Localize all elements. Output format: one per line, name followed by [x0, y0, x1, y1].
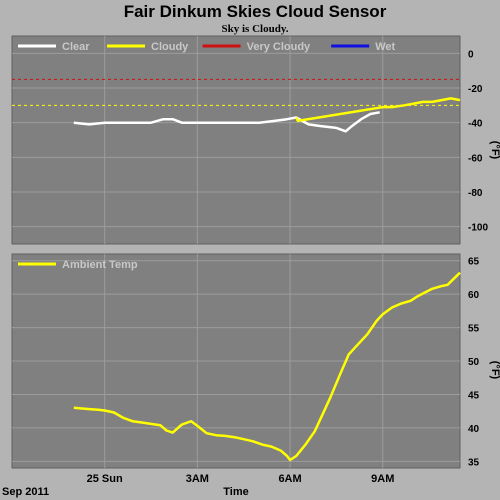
ambient-y-tick-label: 50 — [468, 357, 480, 368]
ambient-series-line-ambient-temp — [73, 271, 461, 462]
sky-temperature-grid — [12, 36, 460, 244]
sky-series-line-clear — [73, 111, 380, 133]
page-title: Fair Dinkum Skies Cloud Sensor — [124, 2, 387, 21]
ambient-temperature-y-axis-label: (°F) — [489, 361, 500, 380]
sky-temperature-plot-area — [11, 35, 461, 245]
sky-temperature-y-ticks: 0 -20 -40 -60 -80 -100 — [468, 49, 488, 233]
sky-y-tick-label: -20 — [468, 84, 483, 95]
sky-temperature-series — [73, 97, 461, 133]
ambient-legend-label: Ambient Temp — [62, 259, 138, 271]
sky-legend-label: Wet — [375, 41, 395, 53]
sky-y-tick-label: -80 — [468, 188, 483, 199]
ambient-y-tick-label: 60 — [468, 290, 480, 301]
time-axis-ticks: 25 Sun 3AM 6AM 9AM — [87, 473, 395, 485]
sky-threshold-lines — [12, 78, 460, 106]
ambient-temperature-grid — [12, 254, 460, 468]
sky-legend-label: Very Cloudy — [247, 41, 311, 53]
ambient-y-tick-label: 55 — [468, 324, 480, 335]
x-tick-label: 25 Sun — [87, 473, 123, 485]
sky-temperature-panel: Clear Cloudy Very Cloudy Wet 0 -20 -40 -60 -80 -… — [11, 35, 500, 245]
ambient-y-tick-label: 45 — [468, 390, 480, 401]
date-label: Sep 2011 — [2, 486, 49, 498]
page-subtitle: Sky is Cloudy. — [222, 23, 289, 35]
sky-temperature-y-axis-label: (°F) — [489, 141, 500, 160]
x-tick-label: 6AM — [278, 473, 301, 485]
x-axis-label: Time — [223, 486, 248, 498]
sky-series-line-cloudy — [295, 97, 461, 123]
x-tick-label: 3AM — [186, 473, 209, 485]
ambient-y-tick-label: 35 — [468, 457, 480, 468]
ambient-temperature-y-ticks: 35 40 45 50 55 60 65 — [468, 257, 480, 469]
ambient-temperature-panel: Ambient Temp 35 40 45 50 55 60 65 (°F) — [11, 253, 500, 469]
x-tick-label: 9AM — [371, 473, 394, 485]
sky-y-tick-label: -100 — [468, 223, 488, 234]
sky-y-tick-label: -60 — [468, 153, 483, 164]
ambient-temperature-legend: Ambient Temp — [18, 259, 138, 271]
ambient-y-tick-label: 40 — [468, 424, 480, 435]
sky-temperature-legend: Clear Cloudy Very Cloudy Wet — [18, 41, 396, 53]
sky-y-tick-label: 0 — [468, 49, 474, 60]
sky-legend-label: Clear — [62, 41, 90, 53]
ambient-y-tick-label: 65 — [468, 257, 480, 268]
sky-legend-label: Cloudy — [151, 41, 189, 53]
ambient-temperature-series — [73, 271, 461, 462]
sky-y-tick-label: -40 — [468, 119, 483, 130]
